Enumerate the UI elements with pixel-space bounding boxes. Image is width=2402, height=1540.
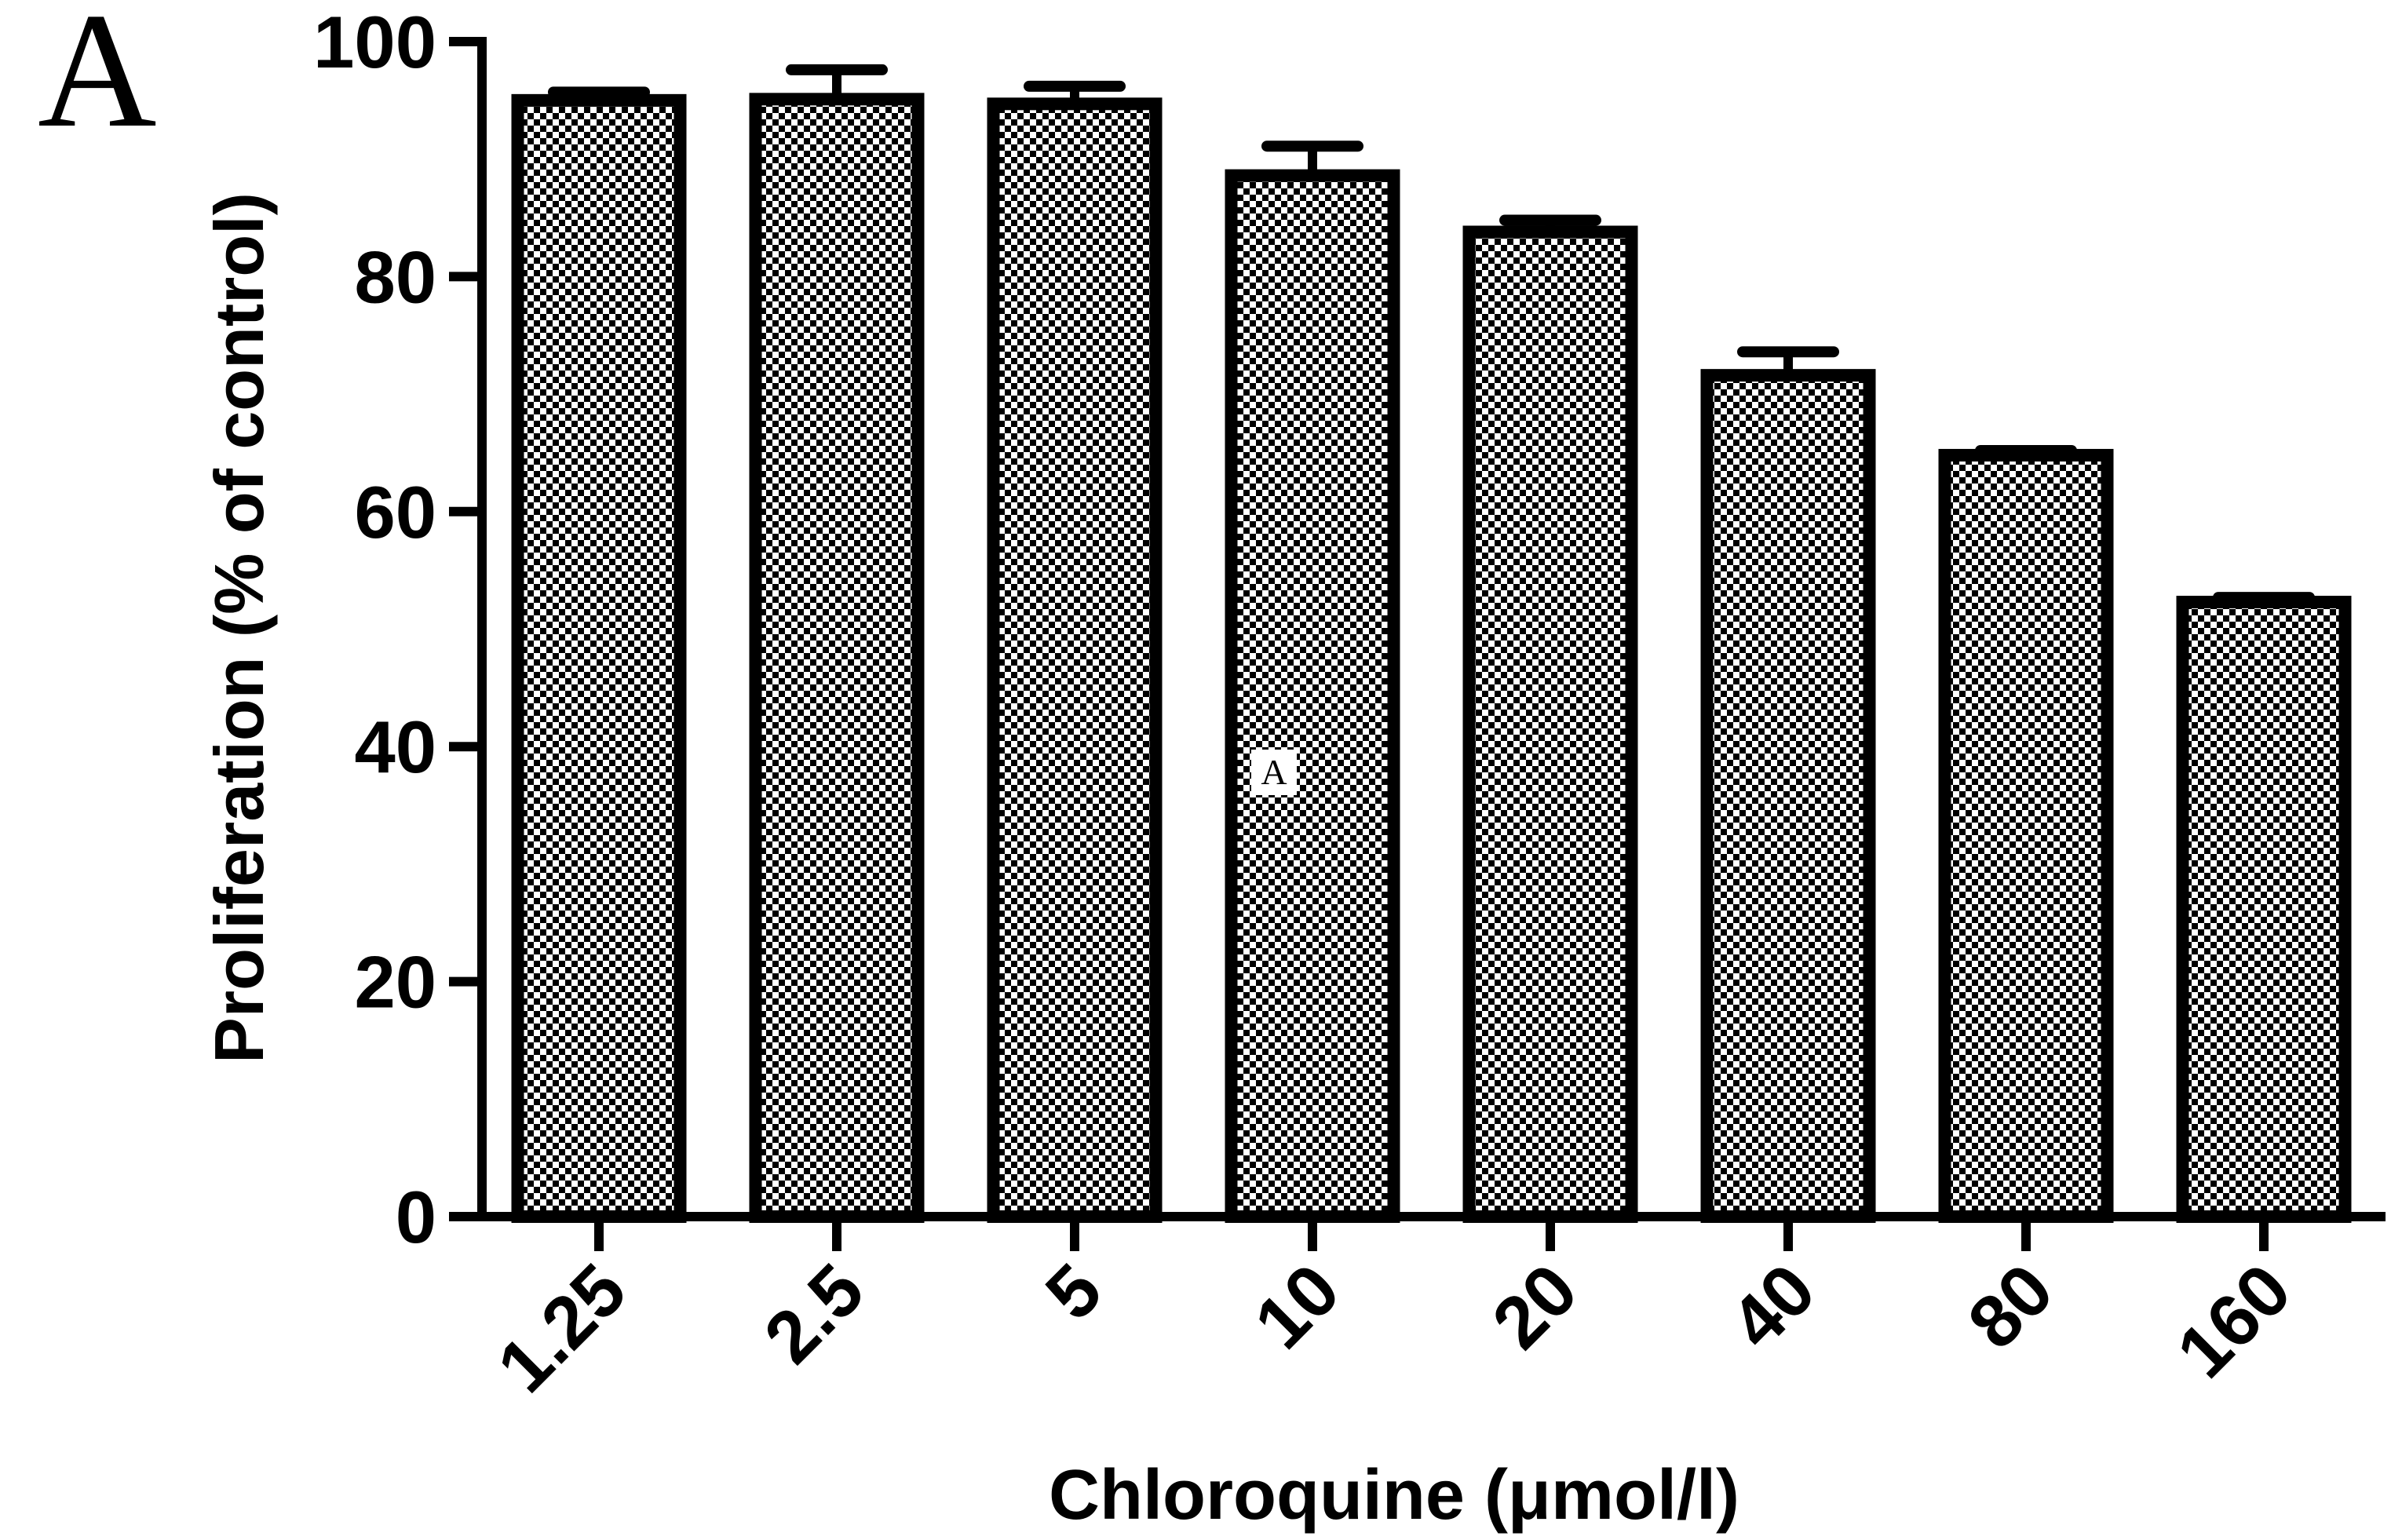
x-tick-label: 1.25	[482, 1248, 642, 1408]
y-tick-label: 60	[354, 471, 436, 553]
y-tick-label: 100	[313, 1, 436, 83]
x-tick-label: 2.5	[748, 1248, 879, 1379]
panel-label: A	[38, 0, 157, 162]
y-tick-label: 0	[396, 1176, 436, 1258]
x-tick-label: 160	[2161, 1248, 2306, 1393]
bar	[2176, 596, 2352, 1223]
bar	[1462, 225, 1638, 1223]
x-axis-title: Chloroquine (μmol/l)	[1049, 1456, 1739, 1535]
y-tick-label: 20	[354, 941, 436, 1024]
x-tick-label: 5	[1030, 1248, 1117, 1335]
annotation-box	[1251, 750, 1297, 795]
bar	[511, 93, 687, 1224]
bar	[1225, 169, 1400, 1224]
plot-area: 0 20 40 60 80 100 1.25 2.5 5 10 20 40 80 160	[313, 1, 2386, 1408]
x-tick-label: 80	[1952, 1248, 2068, 1364]
x-tick-label: 40	[1714, 1248, 1831, 1364]
y-tick-label: 80	[354, 235, 436, 318]
y-tick-label: 40	[354, 706, 436, 788]
bar	[749, 93, 925, 1223]
bar	[987, 97, 1163, 1224]
x-tick-label: 10	[1239, 1248, 1355, 1364]
bar	[1938, 448, 2114, 1223]
bar	[1700, 369, 1876, 1224]
x-tick-label: 20	[1477, 1248, 1593, 1364]
y-axis-title: Proliferation (% of control)	[200, 192, 278, 1064]
annotation: A	[1261, 752, 1287, 792]
